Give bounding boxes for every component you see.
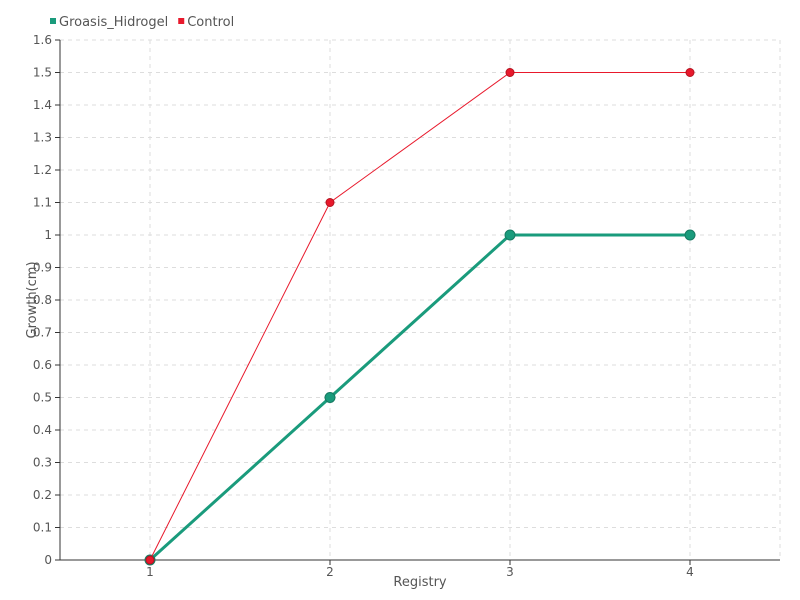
data-point[interactable] (145, 555, 155, 565)
y-tick-label: 1.5 (33, 66, 52, 80)
y-tick-label: 0.9 (33, 261, 52, 275)
x-tick-label: 2 (326, 565, 334, 579)
series-control (145, 68, 695, 565)
y-tick-label: 1.6 (33, 33, 52, 47)
y-tick-labels: 0 0.1 0.2 0.3 0.4 0.5 0.6 0.7 0.8 0.9 1 1.1 1.2 1.3 1.… (33, 33, 60, 567)
x-tick-label: 4 (686, 565, 694, 579)
series-group (144, 68, 696, 566)
legend-swatch (178, 18, 185, 24)
legend-swatch (50, 18, 56, 24)
data-point[interactable] (504, 229, 516, 241)
y-tick-label: 0.5 (33, 391, 52, 405)
x-tick-label: 1 (146, 565, 154, 579)
series-line (148, 233, 690, 562)
data-point[interactable] (685, 68, 695, 77)
legend-item[interactable]: Groasis_Hidrogel (50, 15, 168, 30)
y-tick-label: 0.2 (33, 488, 52, 502)
data-point[interactable] (684, 229, 696, 241)
data-point[interactable] (325, 198, 335, 207)
y-tick-label: 0.8 (33, 293, 52, 307)
y-tick-label: 0.1 (33, 521, 52, 535)
y-tick-label: 0 (44, 553, 52, 567)
x-tick-label: 3 (506, 565, 514, 579)
y-tick-label: 0.3 (33, 456, 52, 470)
legend-label: Groasis_Hidrogel (59, 15, 168, 30)
x-axis-title: Registry (393, 575, 447, 590)
legend-item[interactable]: Control (178, 15, 234, 30)
y-tick-label: 0.4 (33, 423, 52, 437)
legend-label: Control (187, 15, 234, 30)
y-axis-title: Growth(cm) (25, 261, 40, 338)
y-tick-label: 1.3 (33, 131, 52, 145)
data-point[interactable] (324, 392, 336, 403)
legend[interactable]: Groasis_Hidrogel Control (50, 15, 234, 30)
data-point[interactable] (505, 68, 515, 77)
series-line (149, 72, 690, 561)
y-tick-label: 1.1 (33, 196, 52, 210)
y-tick-label: 1.2 (33, 163, 52, 177)
y-tick-label: 0.6 (33, 358, 52, 372)
grid (60, 39, 781, 560)
y-tick-label: 1.4 (33, 98, 52, 112)
y-tick-label: 1 (44, 228, 52, 242)
y-tick-label: 0.7 (33, 326, 52, 340)
